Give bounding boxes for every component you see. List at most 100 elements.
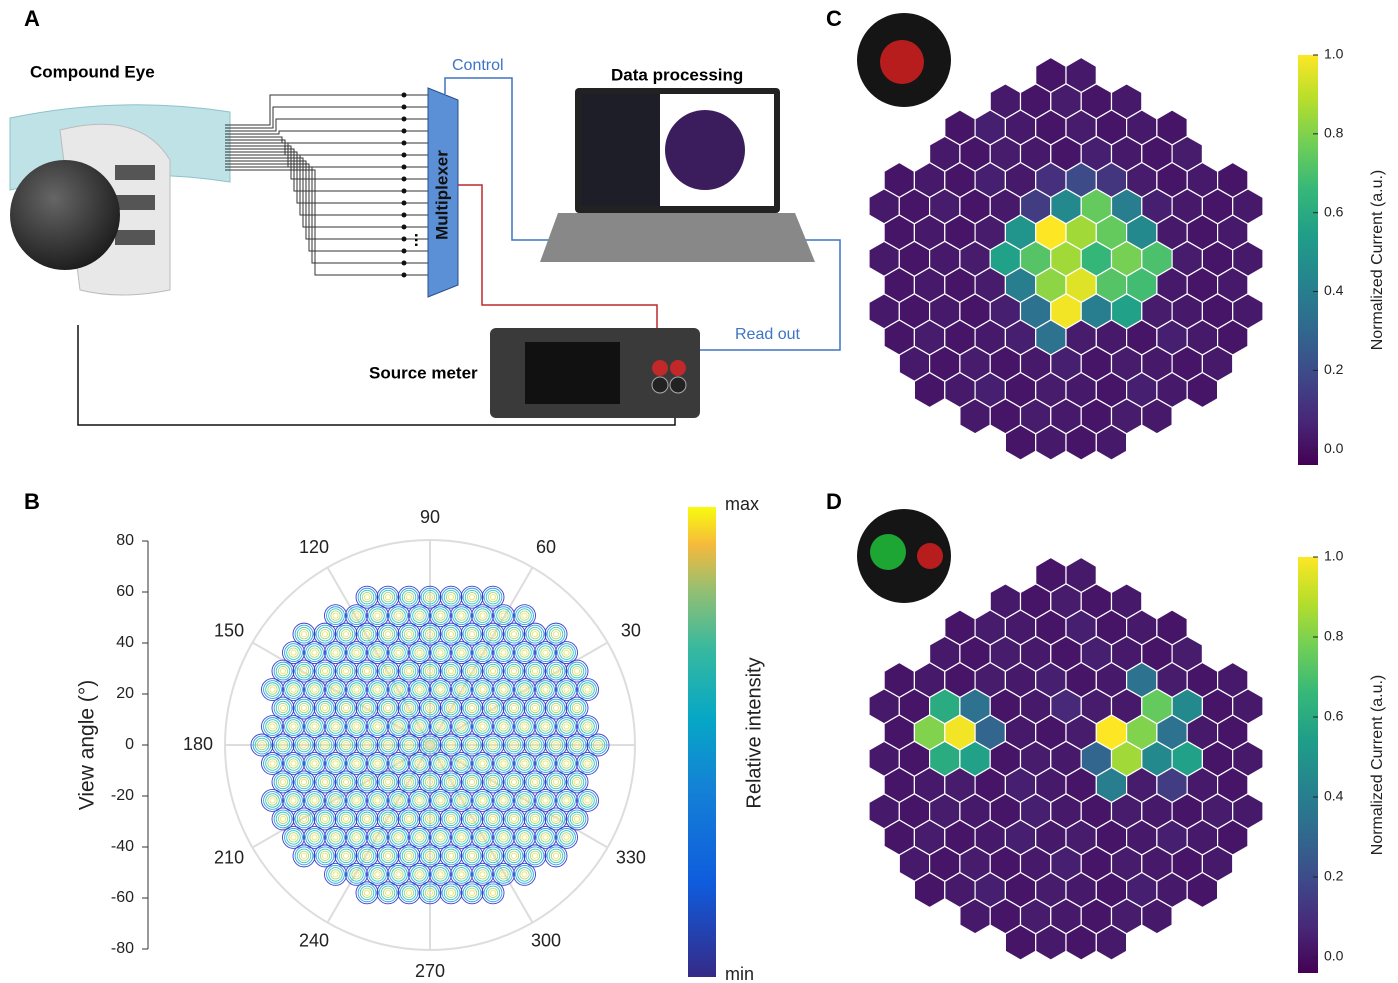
contour [568,773,586,791]
contour [362,888,371,897]
contour [484,884,502,902]
contour [394,648,403,657]
contour [520,611,529,620]
contour [264,755,282,773]
contour [301,632,306,637]
contour [509,703,518,712]
contour [541,796,550,805]
contour [551,777,560,786]
contour [572,703,581,712]
contour [499,759,508,768]
contour [467,592,476,601]
contour [310,833,319,842]
contour [488,592,497,601]
contour [343,779,348,784]
contour [541,759,550,768]
wire-node [402,117,407,122]
contour [358,662,376,680]
contour [509,629,518,638]
contour [438,613,443,618]
contour [373,759,382,768]
y-tick-label: 0 [125,736,134,753]
wire [225,152,428,203]
contour [558,644,576,662]
y-tick-label: 60 [116,583,134,600]
contour [499,722,508,731]
contour [396,650,401,655]
contour [415,611,424,620]
contour [354,798,359,803]
contour [348,829,366,847]
contour [516,718,534,736]
contour [404,592,413,601]
contour [480,761,485,766]
contour [406,632,411,637]
contour [333,613,338,618]
contour [306,829,324,847]
contour [469,632,474,637]
contour [459,650,464,655]
contour [312,798,317,803]
contour [547,810,565,828]
angle-label: 30 [621,620,641,640]
contour [532,853,537,858]
contour [495,792,513,810]
wire [225,146,428,179]
contour [352,796,361,805]
contour [369,755,387,773]
contour [327,865,345,883]
contour [501,835,506,840]
contour [375,613,380,618]
contour [537,718,555,736]
contour [490,890,495,895]
contour [478,796,487,805]
wire-node [402,213,407,218]
contour [383,629,392,638]
contour [406,890,411,895]
contour [327,718,345,736]
angle-label: 90 [420,507,440,527]
contour [375,687,380,692]
contour [457,833,466,842]
contour [352,722,361,731]
contour [553,853,558,858]
contour [532,668,537,673]
contour [495,607,513,625]
contour [501,724,506,729]
contour [310,722,319,731]
contour [291,835,296,840]
contour [432,865,450,883]
contour [385,779,390,784]
contour [268,759,277,768]
contour [369,681,387,699]
contour [417,687,422,692]
y-axis-label: View angle (°) [76,680,99,811]
contour [417,613,422,618]
colorbar-tick-label: 1.0 [1324,548,1344,564]
contour [547,662,565,680]
contour [322,816,327,821]
angle-label: 150 [214,620,244,640]
contour [537,755,555,773]
contour [568,810,586,828]
contour [291,650,296,655]
contour [343,668,348,673]
contour [551,703,560,712]
contour [469,853,474,858]
contour [520,759,529,768]
contour [373,611,382,620]
contour [520,648,529,657]
contour [379,884,397,902]
contour [490,595,495,600]
contour [516,644,534,662]
contour [564,724,569,729]
colorbar [1298,55,1318,465]
contour [331,870,340,879]
contour [583,796,592,805]
contour [469,705,474,710]
contour [509,814,518,823]
contour [411,607,429,625]
contour [327,644,345,662]
contour [526,847,544,865]
contour [333,761,338,766]
